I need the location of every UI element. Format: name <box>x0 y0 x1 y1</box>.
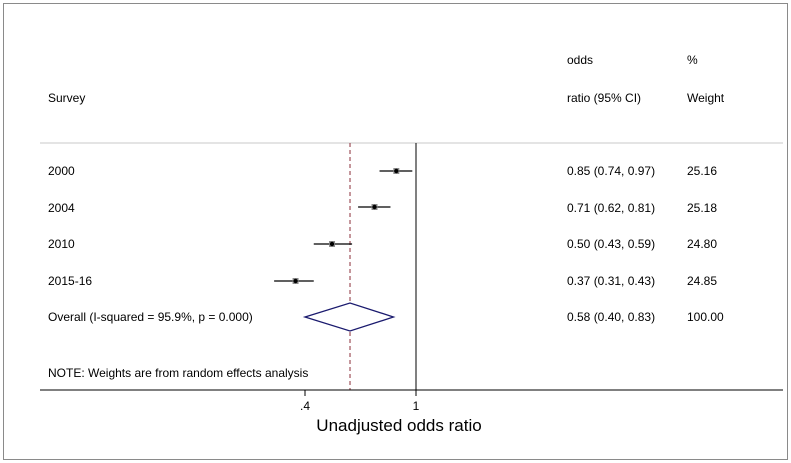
study-ci-2015-16: 0.37 (0.31, 0.43) <box>567 274 655 288</box>
overall-label: Overall (I-squared = 95.9%, p = 0.000) <box>48 310 253 324</box>
study-label-2015-16: 2015-16 <box>48 274 92 288</box>
forest-marks <box>274 168 413 332</box>
figure-border <box>3 3 788 460</box>
study-ci-2004: 0.71 (0.62, 0.81) <box>567 201 655 215</box>
point-estimate-2000 <box>394 168 399 174</box>
x-tick-label: 1 <box>413 399 420 413</box>
x-axis-ticks: .4 1 <box>300 390 420 413</box>
x-tick-label: .4 <box>300 399 310 413</box>
weights-note: NOTE: Weights are from random effects an… <box>48 366 308 380</box>
study-label-2000: 2000 <box>48 164 75 178</box>
study-label-2004: 2004 <box>48 201 75 215</box>
overall-diamond <box>302 302 396 332</box>
study-ci-2010: 0.50 (0.43, 0.59) <box>567 237 655 251</box>
header-odds-line2: ratio (95% CI) <box>567 91 641 105</box>
study-weight-2000: 25.16 <box>687 164 717 178</box>
header-weight-line2: Weight <box>687 91 725 105</box>
header-survey: Survey <box>48 91 85 105</box>
study-ci-2000: 0.85 (0.74, 0.97) <box>567 164 655 178</box>
study-weight-2010: 24.80 <box>687 237 717 251</box>
study-label-2010: 2010 <box>48 237 75 251</box>
point-estimate-2015-16 <box>293 278 298 284</box>
point-estimate-2004 <box>372 204 377 210</box>
x-axis-title: Unadjusted odds ratio <box>316 416 481 435</box>
header-weight-line1: % <box>687 53 698 67</box>
study-weight-2004: 25.18 <box>687 201 717 215</box>
header-odds-line1: odds <box>567 53 593 67</box>
overall-ci: 0.58 (0.40, 0.83) <box>567 310 655 324</box>
point-estimate-2010 <box>329 241 335 247</box>
study-weight-2015-16: 24.85 <box>687 274 717 288</box>
overall-weight: 100.00 <box>687 310 724 324</box>
